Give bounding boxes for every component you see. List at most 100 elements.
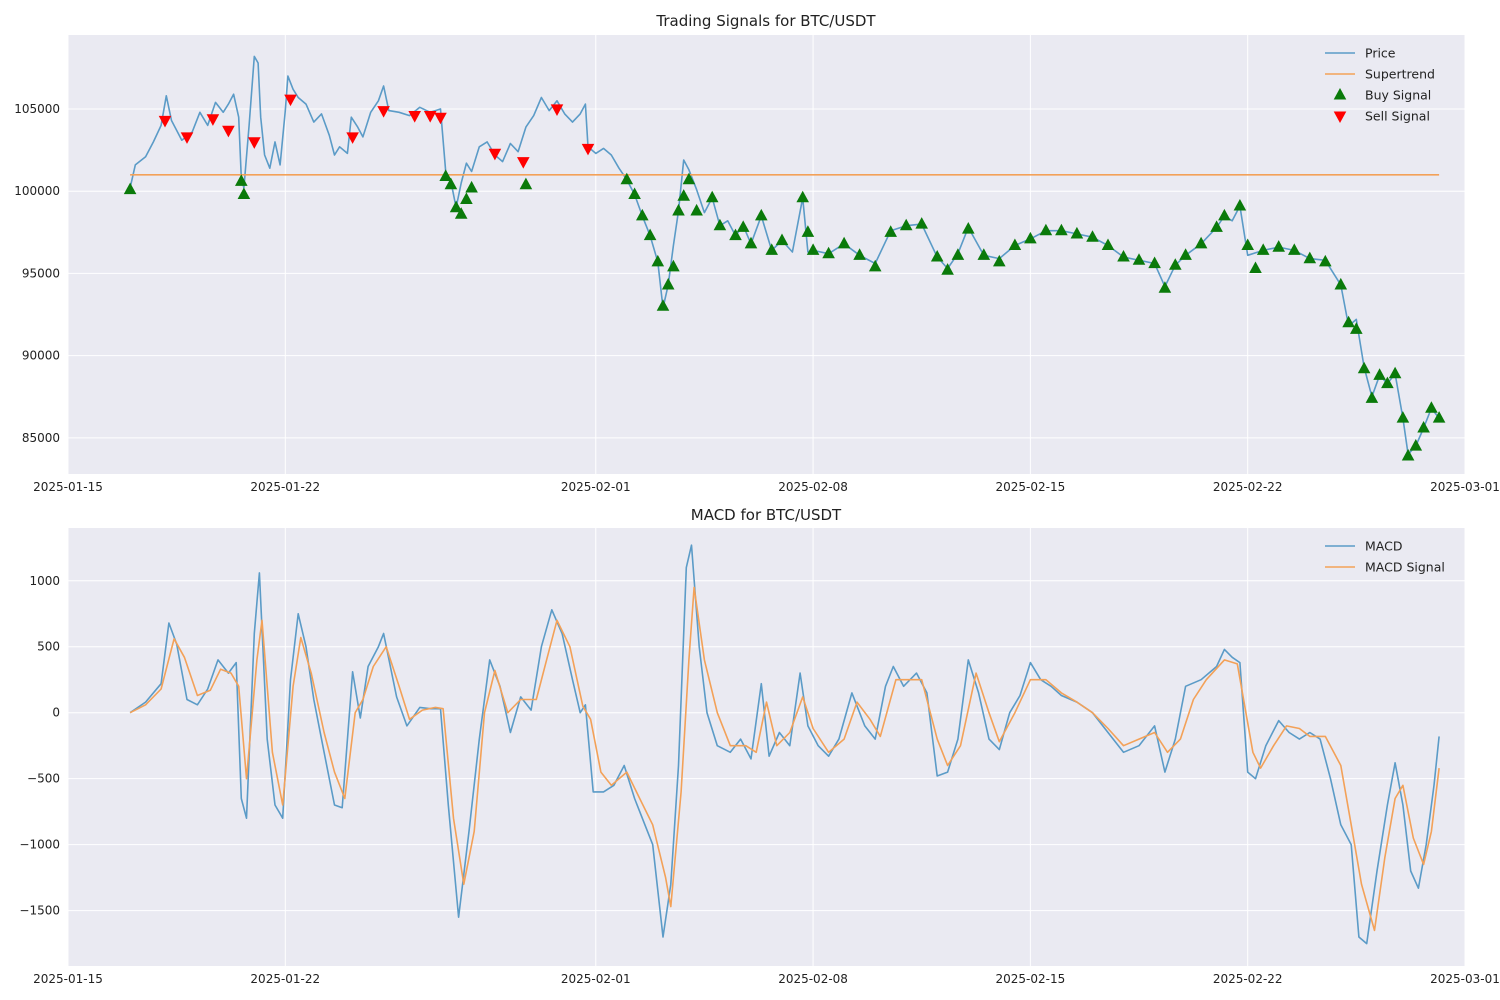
buy-signal-marker (1381, 376, 1394, 389)
buy-signal-marker (1179, 248, 1192, 260)
buy-signal-marker (962, 222, 975, 234)
buy-signal-marker (775, 233, 789, 246)
sell-signal-marker (180, 132, 194, 144)
buy-signal-marker (1218, 208, 1231, 221)
sell-signal-marker (377, 106, 390, 118)
sell-signal-marker (581, 143, 595, 156)
y-tick-label: 90000 (22, 349, 60, 363)
buy-signal-marker (884, 225, 897, 237)
legend-label: Buy Signal (1365, 88, 1431, 103)
buy-signal-marker (636, 208, 649, 221)
buy-signal-marker (643, 228, 657, 241)
macd-chart: MACD for BTC/USDT 2025-01-15 2025-01-22 20… (19, 506, 1499, 986)
buy-signal-marker (682, 172, 696, 185)
sell-signal-marker (206, 114, 220, 126)
buy-signal-marker (837, 236, 851, 249)
buy-signal-marker (1288, 243, 1301, 255)
x-tick-label: 2025-02-08 (778, 480, 848, 494)
buy-signal-marker (1039, 223, 1053, 236)
x-tick-label: 2025-01-22 (250, 972, 320, 986)
buy-signal-marker (765, 243, 778, 255)
buy-signal-marker (1303, 251, 1317, 264)
y-tick-label: 0 (52, 706, 60, 720)
sell-signal-marker (222, 125, 235, 138)
buy-signal-marker (465, 180, 478, 193)
buy-signal-marker (1365, 391, 1379, 403)
buy-signal-marker (868, 259, 882, 272)
chart-title: MACD for BTC/USDT (691, 506, 842, 524)
buy-signal-marker (899, 218, 913, 231)
legend-swatch (1333, 88, 1347, 100)
buy-signal-marker (1388, 366, 1402, 379)
legend-label: Supertrend (1365, 67, 1435, 82)
trading-signals-chart: Trading Signals for BTC/USDT 2025-01-15 2… (14, 12, 1500, 494)
buy-signal-marker (235, 174, 248, 186)
buy-signal-marker (713, 218, 727, 231)
y-tick-label: 100000 (14, 184, 60, 198)
buy-signal-marker (1417, 421, 1430, 433)
sell-signal-marker (284, 94, 297, 107)
y-tick-label: 85000 (22, 431, 60, 445)
buy-signal-marker (1241, 238, 1254, 250)
buy-signal-marker (1425, 401, 1438, 413)
buy-signal-marker (705, 190, 719, 203)
buy-signal-marker (1319, 254, 1332, 267)
sell-signal-marker (434, 112, 447, 125)
x-tick-label: 2025-02-01 (561, 480, 631, 494)
buy-signal-marker (1233, 199, 1247, 211)
buy-signal-marker (951, 248, 965, 260)
buy-signal-marker (977, 248, 991, 260)
sell-signal-marker (488, 148, 502, 161)
buy-signal-marker (1086, 230, 1099, 242)
buy-signal-marker (454, 207, 468, 219)
chart-title: Trading Signals for BTC/USDT (655, 12, 876, 30)
buy-signal-marker (1342, 315, 1355, 328)
buy-signal-marker (1334, 277, 1348, 290)
y-tick-label: −1500 (19, 904, 60, 918)
buy-signal-marker (1249, 261, 1262, 273)
buy-signal-marker (930, 250, 944, 262)
y-tick-label: 500 (37, 640, 60, 654)
sell-signal-marker (158, 115, 172, 128)
buy-signal-marker (744, 236, 758, 249)
buy-signal-marker (690, 203, 703, 216)
buy-signal-marker (651, 254, 665, 267)
buy-signal-marker (444, 177, 458, 190)
legend-label: Sell Signal (1365, 109, 1430, 124)
buy-signal-marker (1409, 439, 1423, 451)
sell-signal-marker (550, 104, 564, 116)
sell-signal-marker (248, 137, 261, 149)
buy-signal-marker (628, 187, 641, 199)
buy-signal-marker (449, 200, 463, 213)
buy-signal-marker (1101, 238, 1115, 250)
x-tick-label: 2025-02-15 (996, 972, 1066, 986)
buy-signal-marker (729, 228, 742, 241)
buy-signal-marker (1272, 240, 1285, 252)
x-tick-label: 2025-02-15 (996, 480, 1066, 494)
buy-signal-marker (801, 225, 815, 237)
y-tick-label: 95000 (22, 266, 60, 280)
buy-signal-marker (1169, 258, 1182, 270)
buy-signal-marker (1357, 361, 1371, 374)
buy-signal-marker (1210, 220, 1223, 232)
buy-signal-marker (656, 299, 670, 311)
buy-signal-marker (460, 192, 473, 204)
legend-label: MACD (1365, 539, 1402, 554)
sell-signal-marker (517, 157, 530, 169)
legend-label: Price (1365, 46, 1396, 61)
buy-signal-marker (1396, 411, 1410, 423)
buy-signal-marker (1432, 411, 1446, 423)
buy-signal-marker (439, 169, 452, 181)
x-tick-label: 2025-02-01 (561, 972, 631, 986)
buy-signal-marker (736, 220, 750, 232)
x-tick-label: 2025-02-08 (778, 972, 848, 986)
buy-signal-marker (1158, 281, 1172, 293)
buy-signal-marker (915, 217, 928, 229)
buy-signal-marker (853, 248, 866, 260)
buy-signal-marker (796, 190, 809, 203)
legend-label: MACD Signal (1365, 560, 1445, 575)
buy-signal-marker (1148, 256, 1161, 269)
buy-signal-marker (755, 208, 768, 221)
plot-area (68, 528, 1465, 966)
buy-signal-marker (672, 203, 685, 216)
